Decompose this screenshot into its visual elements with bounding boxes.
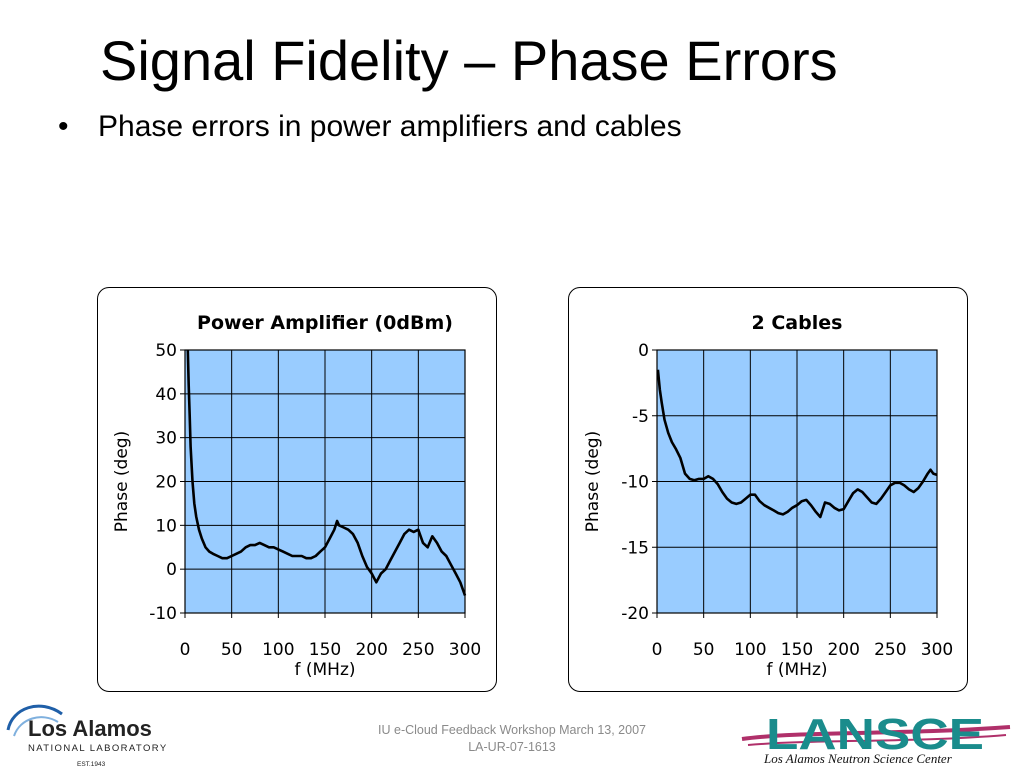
x-tick-label: 250 (402, 640, 434, 660)
y-tick-label: 40 (155, 385, 177, 405)
y-tick-label: 0 (166, 560, 177, 580)
chart-cables: 0 -5 -10 -15 -20 0 50 100 150 200 250 300 2 Cables f … (568, 287, 968, 692)
x-tick-label: 300 (921, 640, 953, 660)
y-tick-label: 30 (155, 429, 177, 449)
y-axis-label: Phase (deg) (112, 431, 132, 532)
lansce-sub: Los Alamos Neutron Science Center (763, 751, 953, 766)
y-tick-label: -5 (632, 407, 649, 427)
x-tick-label: 50 (693, 640, 715, 660)
x-tick-label: 0 (652, 640, 663, 660)
y-tick-label: 50 (155, 341, 177, 361)
x-tick-label: 250 (874, 640, 906, 660)
lansce-name: LANSCE (766, 710, 984, 759)
x-tick-label: 100 (262, 640, 294, 660)
x-axis-label: f (MHz) (294, 660, 355, 680)
x-tick-label: 150 (781, 640, 813, 660)
lanl-arc-icon (6, 704, 63, 731)
x-tick-label: 200 (827, 640, 859, 660)
bullet-marker: • (58, 110, 69, 143)
y-tick-label: -20 (621, 604, 649, 624)
lanl-sub: NATIONAL LABORATORY (28, 743, 168, 754)
chart-power-amplifier: 50 40 30 20 10 0 -10 0 50 100 150 200 250 300 Power Am… (97, 287, 497, 692)
y-tick-label: 20 (155, 473, 177, 493)
chart-title: Power Amplifier (0dBm) (197, 312, 453, 334)
x-tick-label: 150 (309, 640, 341, 660)
bullet-item: • Phase errors in power amplifiers and ca… (58, 110, 682, 144)
x-tick-label: 0 (180, 640, 191, 660)
slide-title: Signal Fidelity – Phase Errors (100, 29, 838, 92)
los-alamos-logo: Los Alamos NATIONAL LABORATORY EST.1943 (6, 704, 168, 768)
footer-line2: LA-UR-07-1613 (468, 740, 556, 754)
lansce-swoosh-icon-2 (747, 734, 1007, 746)
x-tick-label: 200 (355, 640, 387, 660)
lansce-logo: LANSCE Los Alamos Neutron Science Center (741, 710, 1011, 766)
x-tick-label: 100 (734, 640, 766, 660)
y-axis-label: Phase (deg) (583, 431, 603, 532)
y-tick-label: 10 (155, 516, 177, 536)
chart-title: 2 Cables (752, 312, 843, 334)
x-tick-label: 300 (449, 640, 481, 660)
lanl-name: Los Alamos (28, 716, 152, 741)
lanl-arc-icon-2 (13, 716, 59, 737)
y-tick-label: -10 (621, 473, 649, 493)
x-axis-label: f (MHz) (766, 660, 827, 680)
series-line (656, 369, 938, 519)
bullet-text: Phase errors in power amplifiers and cab… (98, 110, 682, 143)
lanl-est: EST.1943 (77, 761, 106, 768)
x-tick-label: 50 (221, 640, 243, 660)
y-tick-label: -15 (621, 538, 649, 558)
footer: IU e-Cloud Feedback Workshop March 13, 2… (340, 722, 684, 756)
y-tick-label: -10 (149, 604, 177, 624)
lansce-swoosh-icon (741, 725, 1011, 741)
footer-line1: IU e-Cloud Feedback Workshop March 13, 2… (378, 723, 646, 737)
series-line (186, 349, 467, 596)
y-tick-label: 0 (638, 341, 649, 361)
